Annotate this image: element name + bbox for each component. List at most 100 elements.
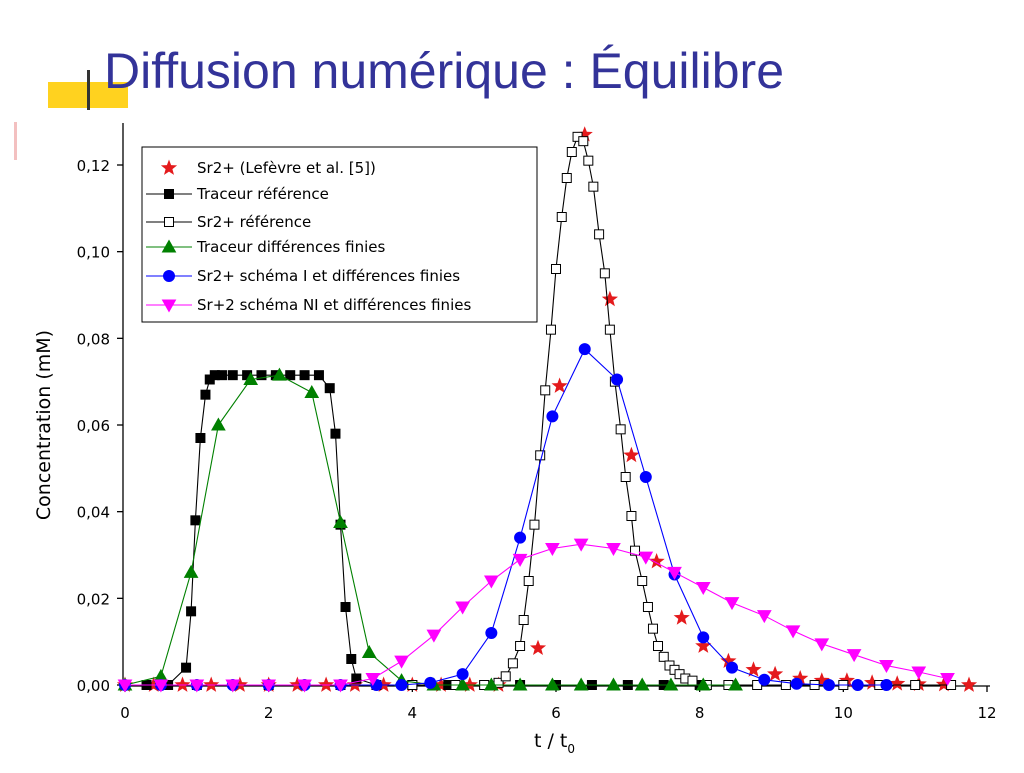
- star-marker: [838, 672, 855, 688]
- title-decoration: [87, 70, 90, 110]
- series-line: [125, 348, 887, 686]
- y-tick-label: 0,08: [77, 330, 110, 348]
- circle-marker: [639, 471, 652, 483]
- square-marker: [910, 680, 921, 690]
- x-axis-label: t / t0: [534, 730, 575, 756]
- star-marker: [745, 661, 762, 677]
- square-marker: [642, 602, 653, 612]
- series: [117, 538, 955, 693]
- square-marker: [637, 576, 648, 586]
- square-marker: [195, 433, 206, 443]
- square-marker: [588, 181, 599, 192]
- square-marker: [535, 450, 546, 461]
- star-marker: [767, 665, 784, 681]
- square-marker: [216, 370, 227, 381]
- x-tick-label: 2: [264, 704, 274, 722]
- square-marker: [551, 264, 561, 274]
- square-marker: [500, 671, 511, 682]
- star-marker: [530, 639, 547, 655]
- x-tick-label: 0: [120, 704, 130, 722]
- square-marker: [285, 370, 296, 381]
- series: [120, 370, 705, 690]
- triangle-marker: [297, 679, 312, 693]
- star-marker: [145, 676, 162, 692]
- square-marker: [545, 324, 556, 335]
- square-marker: [647, 623, 658, 634]
- star-marker: [623, 446, 640, 463]
- square-marker: [256, 370, 267, 381]
- legend-label: Sr2+ schéma I et différences finies: [197, 267, 460, 285]
- triangle-marker: [225, 679, 241, 693]
- square-marker: [615, 424, 626, 435]
- triangle-marker: [272, 367, 287, 381]
- legend: [141, 146, 538, 323]
- circle-marker: [611, 373, 624, 386]
- x-axis-label-main: t / t: [534, 730, 567, 752]
- circle-marker: [697, 631, 710, 644]
- series: [117, 367, 743, 691]
- square-marker: [313, 370, 324, 381]
- star-marker: [720, 652, 737, 668]
- square-marker: [540, 385, 551, 396]
- star-marker: [695, 637, 712, 653]
- star-marker: [289, 676, 306, 692]
- square-marker: [658, 651, 669, 662]
- square-marker: [164, 217, 174, 227]
- triangle-marker: [573, 538, 589, 552]
- legend-label: Traceur différences finies: [196, 238, 385, 256]
- slide-decoration: [14, 122, 17, 160]
- triangle-marker: [940, 673, 955, 687]
- star-marker: [961, 676, 978, 692]
- triangle-marker: [724, 597, 740, 611]
- circle-marker: [424, 676, 437, 689]
- square-marker: [653, 641, 664, 651]
- chart-title: Diffusion numérique : Équilibre: [104, 43, 784, 99]
- circle-marker: [163, 270, 175, 282]
- circle-marker: [822, 679, 835, 691]
- triangle-marker: [695, 677, 711, 691]
- triangle-marker: [365, 673, 381, 687]
- square-marker: [594, 229, 605, 240]
- triangle-marker: [304, 384, 320, 398]
- triangle-marker: [189, 679, 205, 693]
- y-tick-label: 0,12: [77, 157, 110, 175]
- star-marker: [160, 159, 178, 175]
- star-marker: [648, 553, 665, 569]
- square-marker: [946, 680, 957, 690]
- triangle-marker: [814, 638, 830, 652]
- triangle-marker: [455, 677, 470, 691]
- square-marker: [556, 212, 567, 222]
- square-marker: [181, 662, 192, 673]
- circle-marker: [456, 668, 469, 681]
- triangle-marker: [756, 610, 772, 624]
- square-marker: [330, 428, 341, 439]
- triangle-marker: [663, 677, 679, 691]
- triangle-marker: [695, 582, 711, 596]
- triangle-marker: [426, 629, 442, 643]
- circle-marker: [514, 531, 527, 544]
- y-tick-label: 0,10: [77, 244, 110, 262]
- circle-marker: [790, 677, 803, 690]
- star-marker: [433, 676, 450, 692]
- star-marker: [813, 672, 830, 688]
- triangle-marker: [211, 417, 226, 431]
- square-marker: [186, 606, 197, 617]
- square-marker: [507, 658, 518, 669]
- y-tick-label: 0,04: [77, 504, 110, 522]
- y-axis-label: Concentration (mM): [33, 330, 55, 520]
- star-marker: [792, 670, 809, 686]
- triangle-marker: [545, 543, 560, 557]
- triangle-marker: [573, 677, 589, 691]
- circle-marker: [578, 343, 591, 356]
- square-marker: [566, 147, 577, 157]
- triangle-marker: [512, 677, 528, 691]
- x-tick-label: 6: [551, 704, 561, 722]
- star-marker: [673, 609, 690, 625]
- triangle-marker: [483, 677, 499, 691]
- square-marker: [190, 515, 201, 526]
- triangle-marker: [153, 679, 169, 693]
- triangle-marker: [512, 553, 528, 567]
- triangle-marker: [879, 660, 894, 674]
- square-marker: [351, 673, 362, 684]
